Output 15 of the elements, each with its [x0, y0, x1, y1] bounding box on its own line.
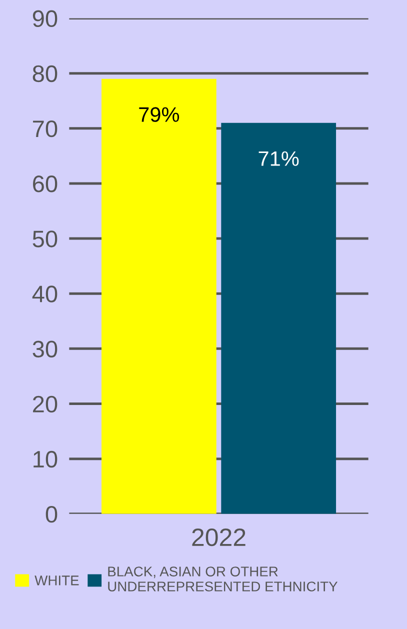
y-tick-label: 80 — [32, 65, 58, 82]
y-tick-label: 70 — [33, 120, 58, 138]
y-tick-label: 40 — [32, 286, 58, 302]
y-tick-label: 60 — [33, 176, 58, 192]
y-tick-label: 90 — [32, 10, 58, 28]
y-tick-label: 50 — [32, 230, 58, 248]
x-tick-label: 2022 — [192, 528, 246, 546]
y-tick-label: 0 — [46, 506, 58, 523]
data-label: 79% — [139, 107, 180, 122]
y-tick-label: 20 — [33, 396, 58, 413]
y-tick-label: 10 — [34, 450, 58, 468]
data-label: 71% — [258, 151, 299, 166]
legend-label: BLACK, ASIAN OR OTHER UNDERREPRESENTED ETHNICITY — [108, 566, 338, 592]
legend-label: WHITE — [34, 576, 79, 586]
y-tick-label: 30 — [32, 340, 58, 358]
